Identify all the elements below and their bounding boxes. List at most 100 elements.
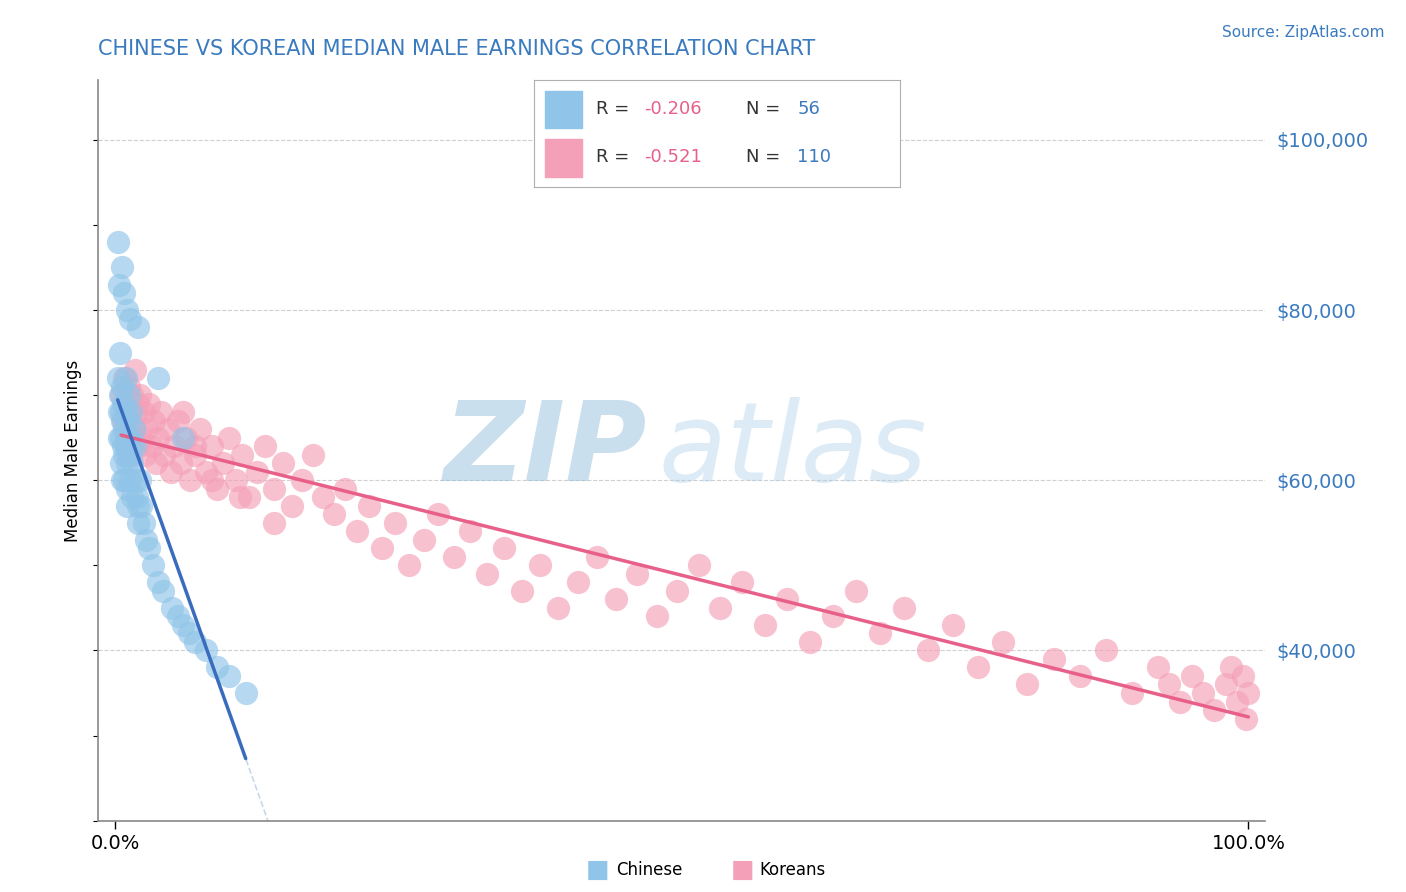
Point	[917, 643, 939, 657]
Point	[121, 388, 143, 402]
Point	[142, 414, 165, 428]
Point	[1121, 686, 1143, 700]
Point	[238, 490, 260, 504]
Point	[458, 524, 481, 539]
Point	[112, 439, 135, 453]
Point	[412, 533, 434, 547]
Point	[115, 456, 138, 470]
Text: N =: N =	[747, 148, 786, 166]
Point	[120, 311, 142, 326]
Point	[138, 397, 160, 411]
Point	[135, 533, 157, 547]
Point	[172, 405, 194, 419]
Point	[731, 575, 754, 590]
Point	[110, 456, 132, 470]
Point	[121, 456, 143, 470]
Point	[312, 490, 335, 504]
Point	[163, 439, 186, 453]
Point	[108, 388, 131, 402]
Point	[291, 473, 314, 487]
Point	[229, 490, 252, 504]
Point	[1170, 694, 1192, 708]
Point	[160, 600, 183, 615]
Point	[111, 260, 134, 275]
Point	[115, 303, 138, 318]
Point	[120, 414, 142, 428]
Point	[114, 473, 136, 487]
Point	[195, 465, 218, 479]
Text: -0.206: -0.206	[644, 100, 702, 118]
Text: CHINESE VS KOREAN MEDIAN MALE EARNINGS CORRELATION CHART: CHINESE VS KOREAN MEDIAN MALE EARNINGS C…	[98, 39, 815, 59]
Point	[821, 609, 844, 624]
Point	[1181, 669, 1204, 683]
Point	[547, 600, 569, 615]
Point	[125, 405, 148, 419]
Point	[108, 405, 131, 419]
Point	[121, 490, 143, 504]
Bar	[546, 91, 582, 128]
Point	[125, 473, 148, 487]
Point	[605, 592, 627, 607]
Point	[529, 558, 551, 573]
Point	[124, 362, 146, 376]
Point	[991, 635, 1014, 649]
Point	[869, 626, 891, 640]
Point	[108, 277, 131, 292]
Point	[218, 669, 240, 683]
Point	[166, 414, 188, 428]
Text: Chinese: Chinese	[616, 861, 682, 879]
Point	[152, 583, 174, 598]
Point	[110, 405, 132, 419]
Point	[112, 397, 135, 411]
Point	[218, 431, 240, 445]
Point	[201, 473, 224, 487]
Point	[346, 524, 368, 539]
Point	[131, 499, 153, 513]
Point	[1017, 677, 1039, 691]
Point	[136, 422, 159, 436]
Point	[893, 600, 915, 615]
Point	[253, 439, 276, 453]
Point	[271, 456, 294, 470]
Point	[148, 575, 170, 590]
Point	[110, 388, 132, 402]
Point	[145, 456, 167, 470]
Text: -0.521: -0.521	[644, 148, 702, 166]
Point	[207, 660, 229, 674]
Point	[156, 422, 179, 436]
Point	[114, 405, 136, 419]
Point	[115, 499, 138, 513]
Point	[153, 448, 176, 462]
Point	[132, 516, 155, 530]
Point	[122, 422, 145, 436]
Point	[108, 431, 131, 445]
Point	[170, 456, 193, 470]
Point	[190, 422, 212, 436]
Point	[148, 371, 170, 385]
Point	[131, 431, 153, 445]
Point	[114, 371, 136, 385]
Point	[174, 431, 197, 445]
Point	[398, 558, 420, 573]
Point	[142, 558, 165, 573]
Point	[666, 583, 689, 598]
Point	[323, 508, 346, 522]
Point	[127, 320, 149, 334]
Text: atlas: atlas	[658, 397, 927, 504]
Point	[201, 439, 224, 453]
Point	[122, 422, 145, 436]
Point	[111, 473, 134, 487]
Point	[141, 439, 163, 453]
Point	[799, 635, 821, 649]
Point	[129, 473, 152, 487]
Point	[754, 618, 776, 632]
Point	[138, 541, 160, 556]
Text: ■: ■	[731, 858, 754, 881]
Point	[567, 575, 589, 590]
Point	[195, 643, 218, 657]
Point	[443, 549, 465, 564]
Point	[128, 439, 150, 453]
Point	[370, 541, 392, 556]
Point	[335, 482, 357, 496]
Point	[225, 473, 247, 487]
